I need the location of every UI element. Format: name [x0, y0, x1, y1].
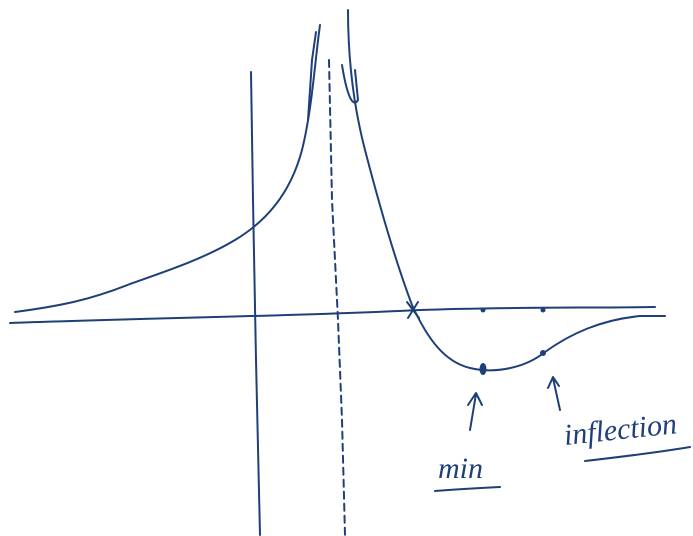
- y-axis: [251, 72, 260, 535]
- inflection-arrow: [548, 377, 560, 410]
- axis-dot: [481, 308, 486, 313]
- left-branch: [15, 25, 320, 312]
- min-underline: [435, 487, 500, 491]
- inflection-underline: [585, 447, 690, 461]
- page: min inflection (() => { const data = JSO…: [0, 0, 693, 536]
- axis-dot: [541, 308, 546, 313]
- min-point: [480, 363, 487, 375]
- min-arrow: [468, 393, 482, 430]
- asymptote: [329, 60, 345, 535]
- min-label: min: [438, 452, 483, 485]
- x-axis: [10, 307, 655, 323]
- inflection-label: inflection: [562, 407, 678, 452]
- right-branch: [348, 10, 665, 370]
- inflection-point: [540, 350, 546, 356]
- sketch: min inflection: [0, 0, 693, 536]
